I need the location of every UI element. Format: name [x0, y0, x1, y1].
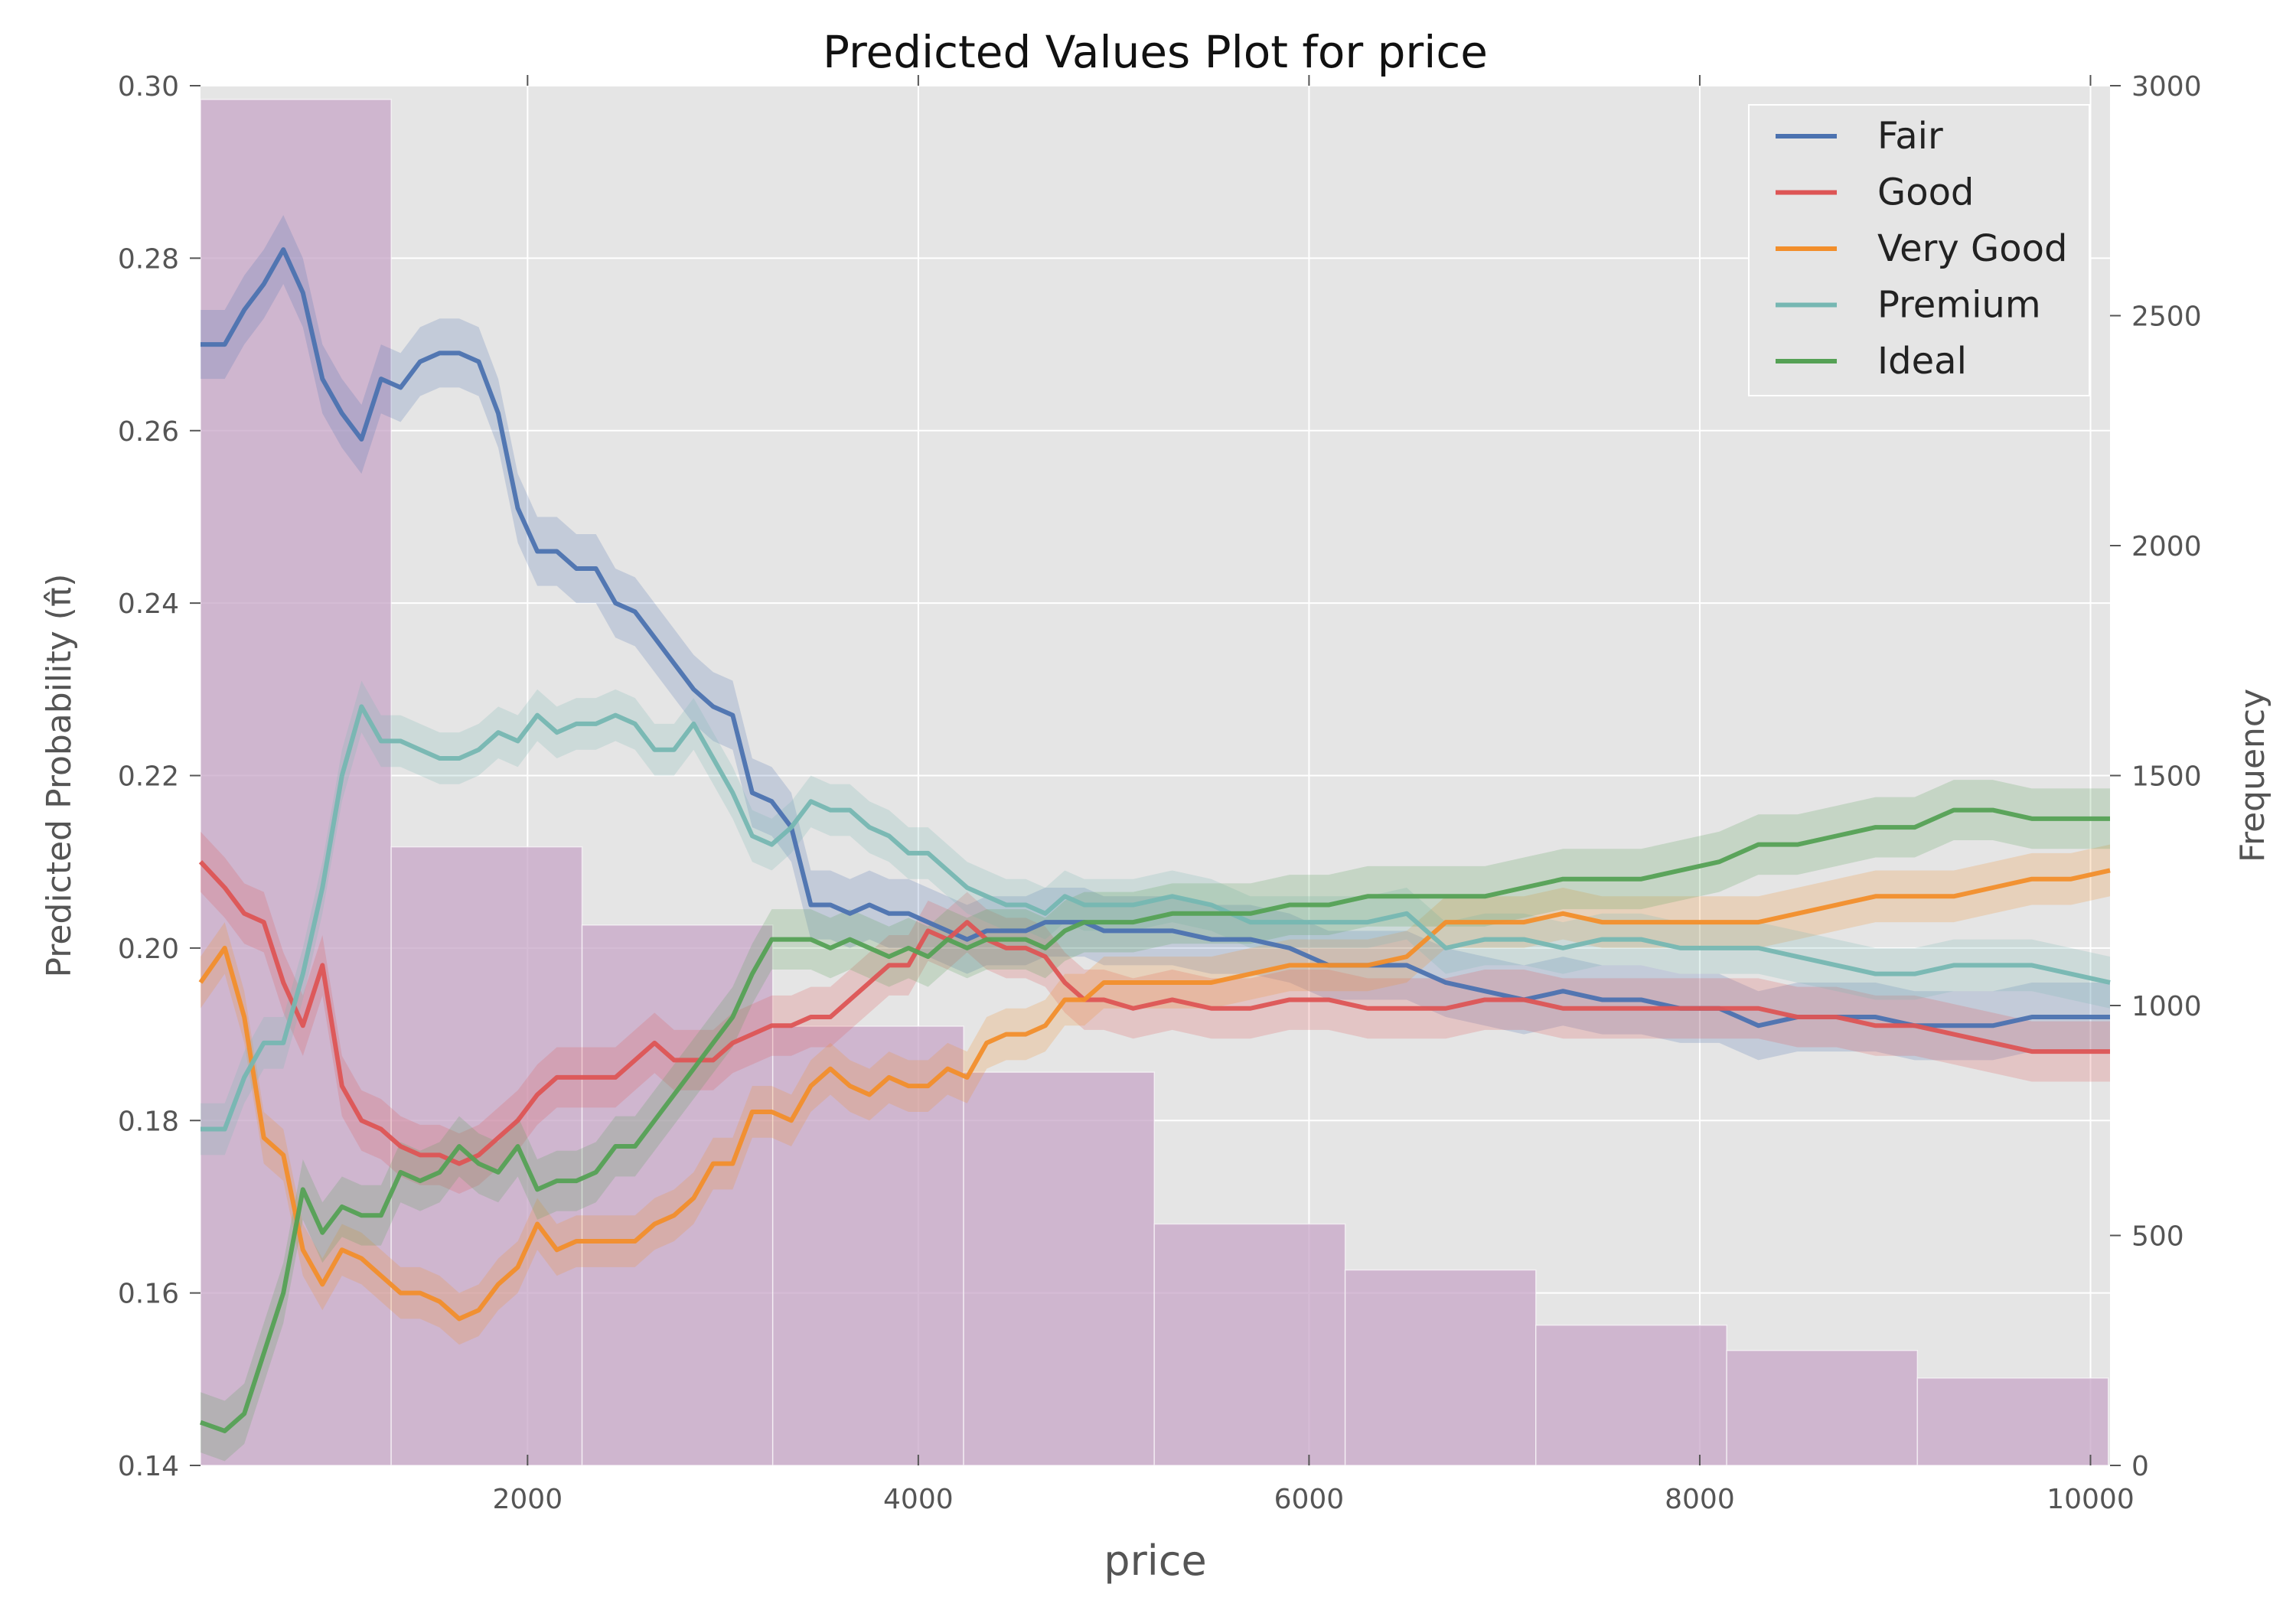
y-tick-label: 0.30 [118, 71, 179, 103]
series-lines [198, 247, 2111, 1433]
histogram-bar [963, 1071, 1155, 1466]
legend-label: Fair [1877, 115, 1943, 158]
series-line-fair [201, 247, 2110, 1028]
y-tick-label: 0.26 [118, 416, 179, 448]
legend-label: Ideal [1877, 340, 1967, 383]
axis-ticks: 2000 4000 6000 8000 100000.140.160.180.200.2… [118, 71, 2202, 1515]
y-tick-label: 0.16 [118, 1279, 179, 1310]
x-axis-title: price [1104, 1537, 1206, 1585]
y-tick-label: 0.14 [118, 1451, 179, 1482]
y-tick-label: 0.20 [118, 934, 179, 965]
y2-tick-label: 2000 [2131, 531, 2202, 562]
y-tick-label: 0.22 [118, 761, 179, 793]
legend-label: Good [1877, 171, 1974, 214]
x-tick-label: 2000 [493, 1484, 563, 1515]
series-line-ideal [199, 807, 2110, 1433]
histogram-bar [1344, 1269, 1537, 1466]
histogram-bar [1153, 1223, 1346, 1466]
y2-axis-title: Frequency [2233, 689, 2272, 862]
series-line-premium [201, 704, 2111, 1132]
series-line-very-good [198, 868, 2111, 1322]
x-tick-label: 6000 [1274, 1484, 1345, 1515]
y2-tick-label: 1000 [2131, 991, 2202, 1022]
histogram-bar [581, 924, 774, 1466]
y-axis-title: Predicted Probability (π̂) [40, 574, 79, 978]
y2-tick-label: 1500 [2131, 761, 2202, 793]
y-tick-label: 0.28 [118, 243, 179, 275]
x-tick-label: 4000 [883, 1484, 954, 1515]
legend: Fair Good Very Good Premium Ideal [1748, 104, 2090, 396]
y-tick-label: 0.18 [118, 1106, 179, 1137]
legend-label: Premium [1877, 284, 2041, 327]
chart-title: Predicted Values Plot for price [823, 26, 1488, 78]
x-tick-label: 8000 [1665, 1484, 1735, 1515]
x-tick-label: 10000 [2047, 1484, 2135, 1515]
y2-tick-label: 3000 [2131, 71, 2202, 103]
y2-tick-label: 0 [2131, 1451, 2149, 1482]
histogram-bar [1726, 1350, 1919, 1466]
histogram-bar [1535, 1324, 1727, 1466]
histogram-bar [1916, 1377, 2109, 1466]
confidence-band-very-good [201, 844, 2110, 1345]
confidence-band-good [201, 831, 2110, 1195]
legend-label: Very Good [1877, 227, 2067, 270]
y2-tick-label: 500 [2131, 1221, 2184, 1253]
series-line-good [198, 860, 2110, 1166]
y-tick-label: 0.24 [118, 588, 179, 620]
y2-tick-label: 2500 [2131, 302, 2202, 333]
